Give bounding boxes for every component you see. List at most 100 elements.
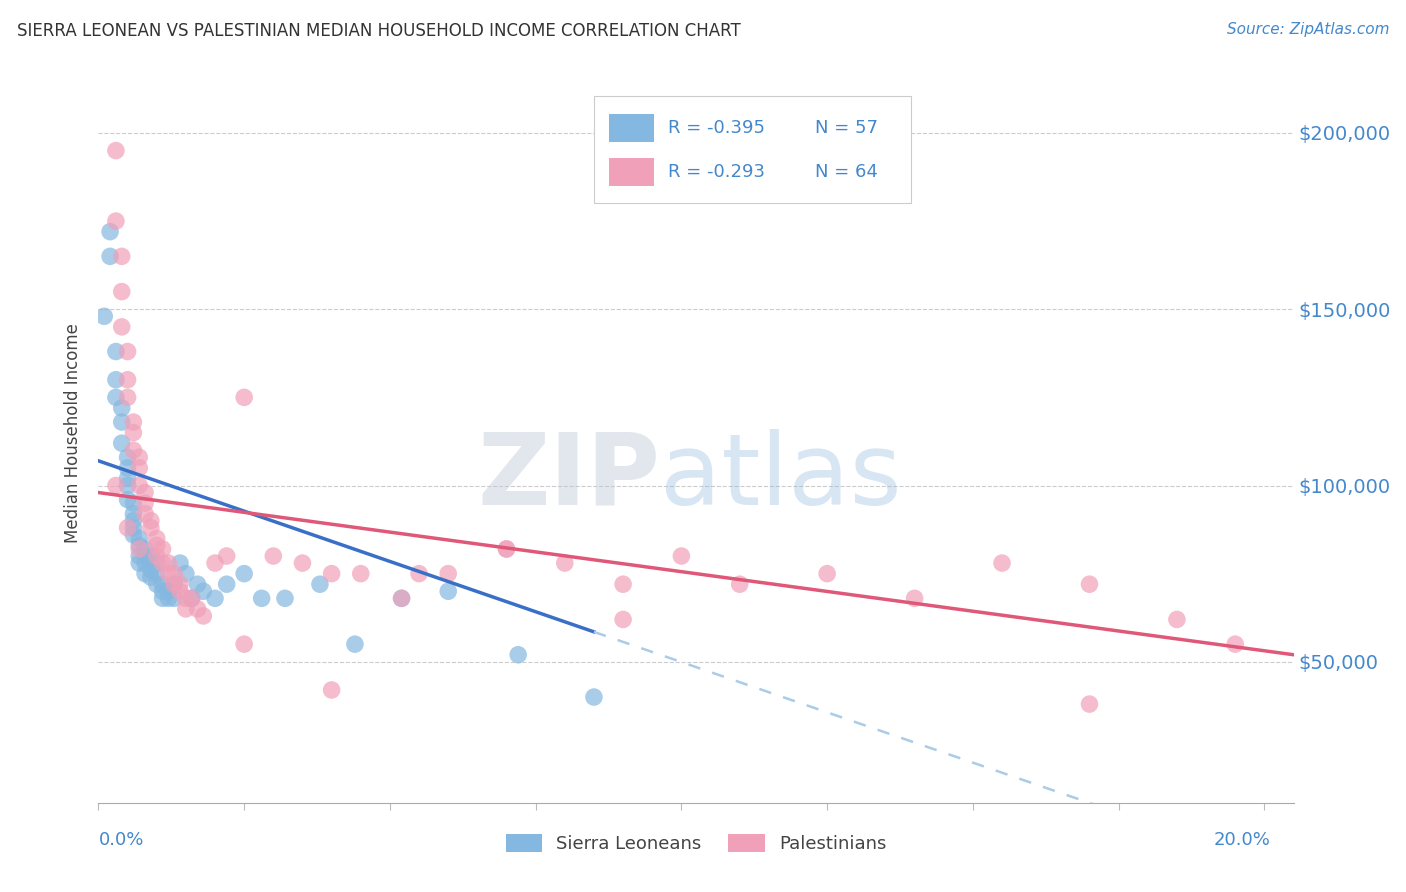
Point bbox=[111, 401, 134, 415]
Point bbox=[437, 566, 460, 581]
Point bbox=[169, 584, 191, 599]
Point bbox=[117, 521, 139, 535]
Point bbox=[117, 492, 139, 507]
Point bbox=[274, 591, 297, 606]
Point bbox=[204, 556, 226, 570]
Point bbox=[174, 566, 197, 581]
Point bbox=[671, 549, 693, 563]
Point bbox=[122, 521, 145, 535]
Point bbox=[321, 683, 343, 698]
Point bbox=[152, 541, 174, 556]
Point bbox=[122, 415, 145, 429]
Point bbox=[117, 373, 139, 387]
Point bbox=[815, 566, 838, 581]
Point bbox=[204, 591, 226, 606]
Point bbox=[215, 577, 238, 591]
Point bbox=[152, 591, 174, 606]
Point bbox=[1078, 577, 1101, 591]
Point bbox=[233, 390, 256, 404]
Point bbox=[134, 566, 156, 581]
Point bbox=[174, 602, 197, 616]
Point bbox=[139, 556, 162, 570]
Point bbox=[93, 310, 115, 324]
Point bbox=[111, 249, 134, 263]
Point bbox=[250, 591, 273, 606]
Text: 0.0%: 0.0% bbox=[98, 831, 143, 849]
Point bbox=[152, 577, 174, 591]
Point bbox=[134, 507, 156, 521]
Text: R = -0.293: R = -0.293 bbox=[668, 163, 765, 181]
Point bbox=[128, 461, 150, 475]
Point bbox=[122, 528, 145, 542]
Point bbox=[104, 373, 127, 387]
Point bbox=[233, 637, 256, 651]
Point bbox=[152, 556, 174, 570]
Point bbox=[495, 541, 517, 556]
Point bbox=[1078, 697, 1101, 711]
Text: Source: ZipAtlas.com: Source: ZipAtlas.com bbox=[1226, 22, 1389, 37]
Point bbox=[117, 478, 139, 492]
Point bbox=[134, 496, 156, 510]
Point bbox=[122, 425, 145, 440]
Point bbox=[391, 591, 413, 606]
Point bbox=[169, 577, 191, 591]
Point bbox=[104, 214, 127, 228]
Text: atlas: atlas bbox=[661, 428, 901, 525]
Point bbox=[117, 450, 139, 465]
Point bbox=[104, 344, 127, 359]
Point bbox=[117, 471, 139, 485]
Point bbox=[180, 591, 202, 606]
Legend: Sierra Leoneans, Palestinians: Sierra Leoneans, Palestinians bbox=[498, 827, 894, 861]
Point bbox=[169, 556, 191, 570]
Point bbox=[122, 443, 145, 458]
Point bbox=[215, 549, 238, 563]
Point bbox=[174, 591, 197, 606]
Point bbox=[98, 225, 121, 239]
Point bbox=[145, 549, 167, 563]
Point bbox=[321, 566, 343, 581]
Point bbox=[139, 514, 162, 528]
Point bbox=[128, 549, 150, 563]
Point bbox=[134, 485, 156, 500]
Point bbox=[408, 566, 430, 581]
Y-axis label: Median Household Income: Median Household Income bbox=[65, 323, 83, 542]
Point bbox=[111, 285, 134, 299]
Point bbox=[134, 556, 156, 570]
Point bbox=[98, 249, 121, 263]
Point bbox=[157, 591, 180, 606]
Point bbox=[145, 538, 167, 552]
Point bbox=[309, 577, 332, 591]
Point bbox=[128, 541, 150, 556]
Point bbox=[145, 566, 167, 581]
Point bbox=[145, 532, 167, 546]
Point bbox=[391, 591, 413, 606]
Point bbox=[128, 478, 150, 492]
Point bbox=[122, 514, 145, 528]
Point bbox=[157, 566, 180, 581]
Text: N = 64: N = 64 bbox=[815, 163, 879, 181]
Point bbox=[163, 577, 186, 591]
Point bbox=[343, 637, 366, 651]
Point bbox=[128, 556, 150, 570]
Point bbox=[163, 591, 186, 606]
Point bbox=[128, 532, 150, 546]
Point bbox=[104, 478, 127, 492]
Point bbox=[157, 584, 180, 599]
Point bbox=[111, 319, 134, 334]
Point bbox=[193, 584, 215, 599]
Text: 20.0%: 20.0% bbox=[1213, 831, 1270, 849]
Point bbox=[991, 556, 1014, 570]
Point bbox=[612, 577, 634, 591]
Text: N = 57: N = 57 bbox=[815, 119, 879, 136]
Point bbox=[104, 390, 127, 404]
Point bbox=[233, 566, 256, 581]
Point bbox=[186, 602, 208, 616]
Point bbox=[117, 344, 139, 359]
Point bbox=[163, 566, 186, 581]
FancyBboxPatch shape bbox=[609, 158, 654, 186]
Point bbox=[145, 577, 167, 591]
Point bbox=[1225, 637, 1247, 651]
Point bbox=[163, 577, 186, 591]
Point bbox=[437, 584, 460, 599]
Text: ZIP: ZIP bbox=[477, 428, 661, 525]
